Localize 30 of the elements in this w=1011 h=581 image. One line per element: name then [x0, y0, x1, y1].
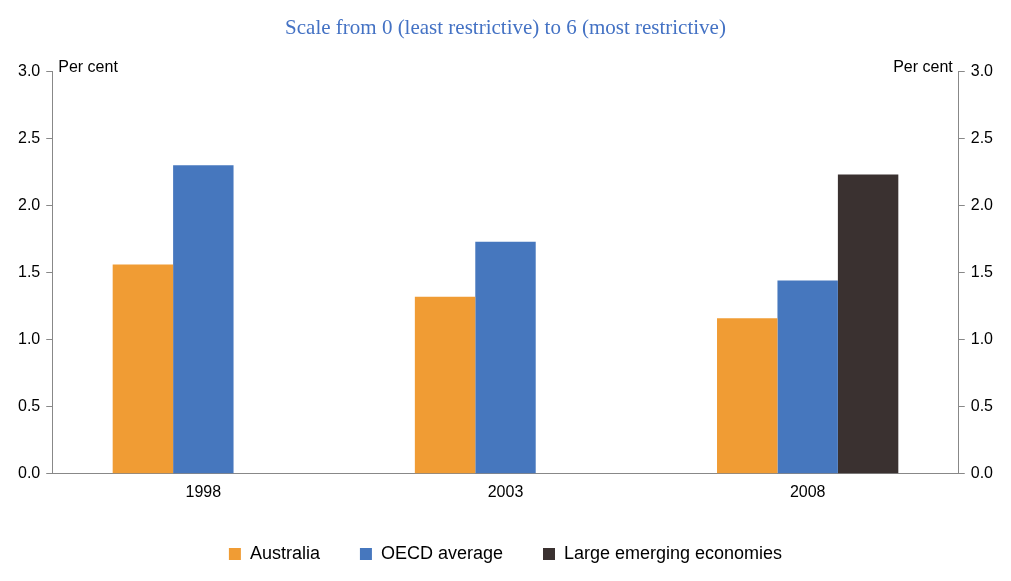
bar — [777, 280, 838, 474]
y2-tick-label: 3.0 — [970, 61, 994, 79]
bar — [414, 296, 476, 474]
y-tick-label: 1.5 — [17, 262, 41, 280]
x-tick-label: 1998 — [185, 482, 222, 500]
y-tick-label: 0.5 — [17, 397, 41, 415]
x-tick-label: 2003 — [487, 482, 524, 500]
y-tick-label: 1.0 — [17, 330, 41, 348]
y-tick-label: 2.0 — [17, 195, 41, 213]
chart-title: Scale from 0 (least restrictive) to 6 (most restrictive) — [285, 15, 726, 40]
y-tick-label: 3.0 — [17, 61, 41, 79]
bar — [173, 165, 234, 474]
x-tick-label: 2008 — [789, 482, 826, 500]
bar — [717, 318, 778, 474]
y2-tick-label: 0.0 — [970, 464, 994, 482]
y-axis-title: Per cent — [58, 57, 119, 75]
bar — [475, 241, 536, 474]
y2-tick-label: 2.0 — [970, 195, 994, 213]
y-tick-label: 2.5 — [17, 128, 41, 146]
y2-tick-label: 1.0 — [970, 330, 994, 348]
y-tick-label: 0.0 — [17, 464, 41, 482]
bar — [837, 174, 899, 474]
bar — [112, 264, 174, 474]
y2-tick-label: 2.5 — [970, 128, 994, 146]
legend-label: OECD average — [380, 542, 503, 563]
y2-tick-label: 0.5 — [970, 397, 994, 415]
y2-tick-label: 1.5 — [970, 262, 994, 280]
legend-label: Australia — [249, 542, 321, 563]
legend-label: Large emerging economies — [563, 542, 783, 563]
y2-axis-title: Per cent — [893, 57, 954, 75]
